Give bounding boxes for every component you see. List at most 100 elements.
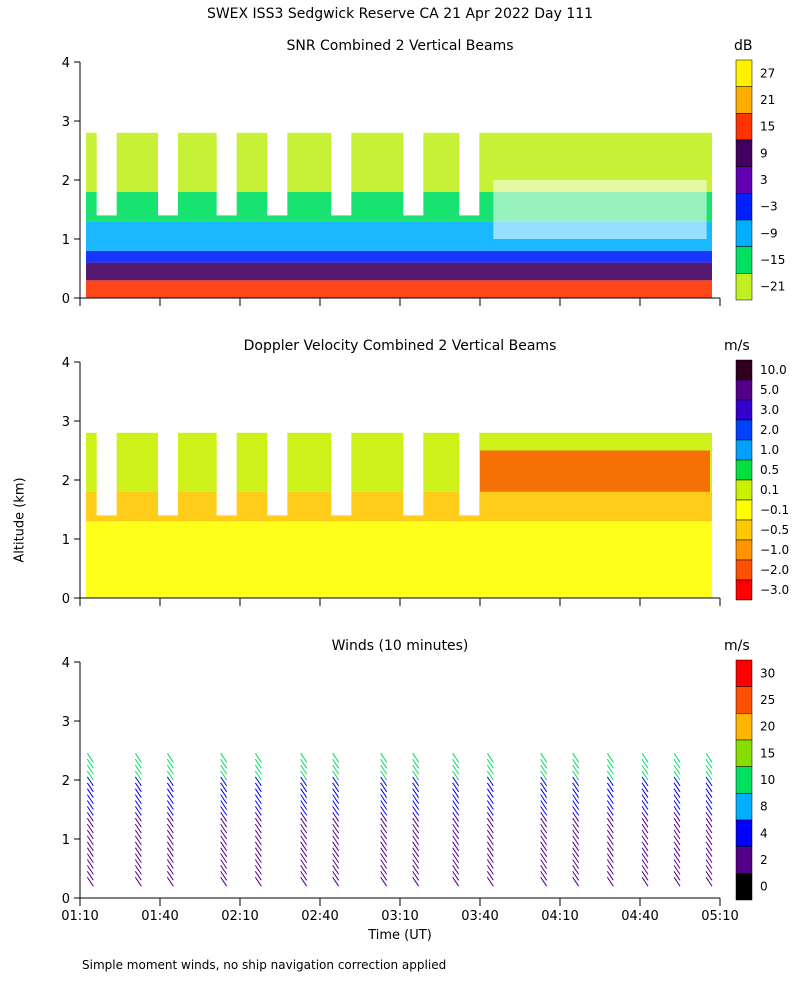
wind-barb-6-14 bbox=[332, 794, 340, 804]
wind-barb-1-17 bbox=[134, 776, 142, 787]
wind-barb-0-16 bbox=[86, 782, 94, 793]
wind-barb-8-20 bbox=[412, 758, 420, 769]
wind-barb-2-10 bbox=[166, 817, 174, 828]
heatmap-band-1-0 bbox=[86, 280, 712, 298]
wind-barb-14-13 bbox=[641, 800, 649, 810]
wind-barb-12-1 bbox=[572, 871, 580, 881]
wind-barb-5-14 bbox=[300, 794, 308, 804]
wind-barb-6-19 bbox=[332, 764, 340, 775]
colorbar-swatch-2-2 bbox=[735, 399, 753, 421]
wind-barb-12-13 bbox=[572, 800, 580, 810]
wind-barb-13-21 bbox=[606, 753, 614, 763]
wind-barb-14-17 bbox=[641, 776, 649, 787]
wind-barb-10-4 bbox=[486, 853, 494, 863]
wind-barb-6-9 bbox=[332, 823, 340, 834]
wind-barb-3-21 bbox=[220, 753, 228, 763]
colorbar-swatch-1-2 bbox=[735, 113, 753, 141]
wind-barb-8-3 bbox=[412, 859, 420, 869]
wind-barb-2-3 bbox=[166, 859, 174, 869]
y-tick-label-2-3: 3 bbox=[62, 415, 70, 430]
wind-barb-6-16 bbox=[332, 782, 340, 793]
colorbar-tick-label-2-1: 5.0 bbox=[760, 383, 779, 397]
wind-barb-1-7 bbox=[134, 835, 142, 846]
wind-barb-11-5 bbox=[540, 847, 548, 857]
wind-barb-11-3 bbox=[540, 859, 548, 869]
wind-barb-16-21 bbox=[705, 753, 713, 763]
wind-barb-9-15 bbox=[452, 788, 460, 798]
y-tick-label-1-0: 0 bbox=[62, 292, 70, 307]
wind-barb-16-12 bbox=[705, 806, 713, 816]
wind-barb-6-0 bbox=[332, 876, 340, 887]
wind-barb-14-11 bbox=[641, 812, 649, 822]
wind-barb-7-13 bbox=[380, 800, 388, 810]
wind-barb-10-12 bbox=[486, 806, 494, 816]
wind-barb-7-2 bbox=[380, 865, 388, 875]
wind-barb-11-17 bbox=[540, 776, 548, 787]
wind-barb-12-15 bbox=[572, 788, 580, 798]
wind-barb-0-14 bbox=[86, 794, 94, 804]
wind-barb-9-1 bbox=[452, 871, 460, 881]
wind-barb-8-12 bbox=[412, 806, 420, 816]
wind-barb-1-10 bbox=[134, 817, 142, 828]
colorbar-tick-label-2-5: 0.5 bbox=[760, 463, 779, 477]
wind-barb-3-7 bbox=[220, 835, 228, 846]
wind-barb-2-7 bbox=[166, 835, 174, 846]
wind-barb-15-18 bbox=[673, 770, 681, 781]
colorbar-swatch-3-8 bbox=[735, 873, 753, 901]
wind-barb-13-9 bbox=[606, 823, 614, 834]
colorbar-swatch-1-1 bbox=[735, 86, 753, 114]
wind-barb-6-20 bbox=[332, 758, 340, 769]
wind-barb-13-17 bbox=[606, 776, 614, 787]
wind-barb-5-12 bbox=[300, 806, 308, 816]
wind-barb-7-6 bbox=[380, 841, 388, 852]
wind-barb-16-1 bbox=[705, 871, 713, 881]
wind-barb-0-7 bbox=[86, 835, 94, 846]
wind-barb-11-19 bbox=[540, 764, 548, 775]
wind-barb-15-15 bbox=[673, 788, 681, 798]
wind-barb-8-21 bbox=[412, 753, 420, 763]
wind-barb-8-1 bbox=[412, 871, 420, 881]
data-gap-1-3 bbox=[267, 126, 288, 216]
wind-barb-9-16 bbox=[452, 782, 460, 793]
wind-barb-1-15 bbox=[134, 788, 142, 798]
winds-panel-title: Winds (10 minutes) bbox=[331, 638, 469, 654]
wind-barb-12-6 bbox=[572, 841, 580, 852]
wind-barb-4-18 bbox=[254, 770, 262, 781]
wind-barb-2-4 bbox=[166, 853, 174, 863]
wind-barb-13-10 bbox=[606, 817, 614, 828]
wind-barb-9-7 bbox=[452, 835, 460, 846]
wind-barb-13-15 bbox=[606, 788, 614, 798]
colorbar-tick-label-2-3: 2.0 bbox=[760, 423, 779, 437]
wind-barb-10-11 bbox=[486, 812, 494, 822]
wind-barb-11-21 bbox=[540, 753, 548, 763]
wind-barb-9-21 bbox=[452, 753, 460, 763]
colorbar-tick-label-2-10: −2.0 bbox=[760, 563, 789, 577]
wind-barb-7-1 bbox=[380, 871, 388, 881]
wind-barb-13-12 bbox=[606, 806, 614, 816]
velocity-panel-title: Doppler Velocity Combined 2 Vertical Bea… bbox=[243, 338, 557, 354]
colorbar-swatch-2-9 bbox=[735, 539, 753, 561]
wind-barb-7-21 bbox=[380, 753, 388, 763]
wind-barb-10-1 bbox=[486, 871, 494, 881]
wind-barb-15-17 bbox=[673, 776, 681, 787]
colorbar-swatch-2-0 bbox=[735, 359, 753, 381]
wind-barb-0-21 bbox=[86, 753, 94, 763]
wind-barb-9-13 bbox=[452, 800, 460, 810]
wind-barb-9-12 bbox=[452, 806, 460, 816]
wind-barb-1-8 bbox=[134, 829, 142, 840]
wind-barb-6-18 bbox=[332, 770, 340, 781]
wind-barb-8-19 bbox=[412, 764, 420, 775]
wind-barb-14-15 bbox=[641, 788, 649, 798]
wind-barb-10-0 bbox=[486, 876, 494, 887]
wind-barb-14-16 bbox=[641, 782, 649, 793]
colorbar-tick-label-1-7: −15 bbox=[760, 253, 785, 267]
wind-barb-5-1 bbox=[300, 871, 308, 881]
wind-barb-13-18 bbox=[606, 770, 614, 781]
wind-barb-2-15 bbox=[166, 788, 174, 798]
wind-barb-12-9 bbox=[572, 823, 580, 834]
wind-barb-14-6 bbox=[641, 841, 649, 852]
wind-barb-4-12 bbox=[254, 806, 262, 816]
wind-barb-15-1 bbox=[673, 871, 681, 881]
snr-panel-title: SNR Combined 2 Vertical Beams bbox=[286, 38, 514, 54]
wind-barb-14-12 bbox=[641, 806, 649, 816]
